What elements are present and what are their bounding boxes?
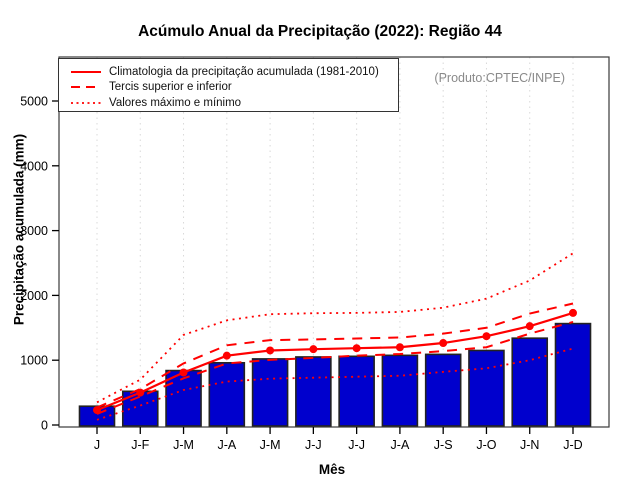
marker-J-F	[136, 388, 145, 397]
bar-2-J-M	[165, 369, 202, 427]
y-tick-label-1000: 1000	[20, 354, 48, 368]
x-tick-label-10: J-N	[520, 438, 539, 452]
legend: Climatologia da precipitação acumulada (…	[58, 58, 399, 112]
legend-item-climatologia: Climatologia da precipitação acumulada (…	[71, 64, 398, 80]
producer-watermark: (Produto:CPTEC/INPE)	[434, 71, 565, 85]
x-tick-label-7: J-A	[391, 438, 410, 452]
bar-5-J-J	[295, 356, 332, 427]
bar-6-J-J	[338, 355, 375, 427]
x-tick-label-0: J	[94, 438, 100, 452]
y-tick-label-0: 0	[41, 419, 48, 433]
x-tick-label-3: J-A	[217, 438, 236, 452]
marker-J-S	[439, 339, 448, 348]
bar-7-J-A	[381, 354, 419, 427]
x-tick-label-8: J-S	[434, 438, 453, 452]
bar-10-J-N	[511, 337, 549, 427]
bar-11-J-D	[554, 322, 592, 427]
legend-item-max-min: Valores máximo e mínimo	[71, 95, 398, 111]
marker-J-M	[179, 368, 188, 377]
legend-label: Tercis superior e inferior	[109, 81, 232, 94]
chart-title: Acúmulo Anual da Precipitação (2022): Re…	[138, 23, 502, 40]
marker-J-N	[525, 322, 534, 331]
x-tick-label-1: J-F	[131, 438, 149, 452]
marker-J-M	[266, 346, 275, 355]
y-tick-label-4000: 4000	[20, 159, 48, 173]
legend-label: Valores máximo e mínimo	[109, 96, 242, 109]
marker-J	[93, 406, 101, 415]
x-axis-label: Mês	[318, 462, 346, 477]
line-valor-m-nimo	[96, 347, 574, 421]
y-tick-label-5000: 5000	[20, 95, 48, 109]
marker-J-A	[395, 343, 404, 352]
bar-4-J-M	[251, 358, 289, 427]
x-tick-label-4: J-M	[260, 438, 281, 452]
marker-J-O	[482, 332, 491, 341]
marker-J-A	[222, 351, 231, 360]
bar-3-J-A	[208, 361, 246, 427]
marker-J-D	[568, 308, 577, 317]
y-tick-label-2000: 2000	[20, 289, 48, 303]
x-tick-label-11: J-D	[563, 438, 582, 452]
marker-J-J	[352, 344, 361, 353]
x-tick-label-9: J-O	[476, 438, 496, 452]
legend-label: Climatologia da precipitação acumulada (…	[109, 65, 379, 78]
line-tercil-superior	[96, 302, 574, 409]
line-climatologia-da-precipita-o-acumulada-1981-2010	[96, 311, 574, 412]
plot-border	[58, 56, 610, 428]
marker-J-J	[309, 345, 318, 354]
solid-line-icon	[71, 70, 101, 73]
x-tick-label-2: J-M	[173, 438, 194, 452]
bar-8-J-S	[424, 353, 462, 427]
x-tick-label-6: J-J	[348, 438, 365, 452]
x-tick-label-5: J-J	[305, 438, 322, 452]
bar-9-J-O	[468, 349, 505, 427]
legend-item-tercis: Tercis superior e inferior	[71, 80, 398, 96]
dashed-line-icon	[71, 86, 101, 89]
dotted-line-icon	[71, 101, 101, 104]
y-tick-label-3000: 3000	[20, 224, 48, 238]
